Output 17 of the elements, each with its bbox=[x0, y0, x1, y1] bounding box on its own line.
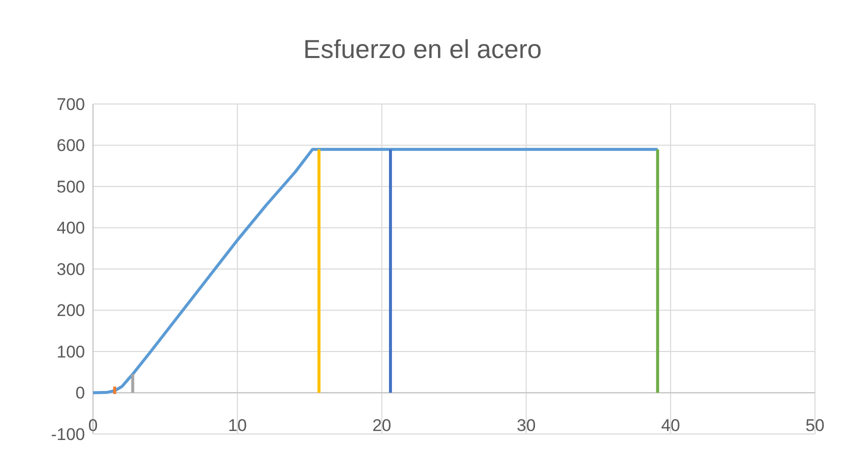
x-tick-label: 10 bbox=[228, 416, 247, 435]
y-tick-label: 100 bbox=[56, 342, 85, 362]
y-tick-label: 700 bbox=[56, 94, 85, 114]
x-tick-label: 50 bbox=[806, 416, 824, 435]
y-tick-label: 400 bbox=[56, 218, 85, 238]
x-tick-label: 0 bbox=[88, 416, 98, 435]
y-tick-label: -100 bbox=[50, 424, 85, 444]
y-tick-label: 600 bbox=[56, 136, 85, 156]
y-tick-label: 300 bbox=[56, 260, 85, 279]
x-tick-label: 30 bbox=[516, 416, 536, 435]
y-tick-label: 0 bbox=[76, 384, 85, 403]
y-tick-label: 500 bbox=[56, 177, 85, 196]
line-series bbox=[92, 148, 660, 394]
x-tick-label: 20 bbox=[372, 416, 392, 435]
chart-title: Esfuerzo en el acero bbox=[303, 34, 542, 64]
x-tick-label: 40 bbox=[661, 416, 680, 435]
y-tick-label: 200 bbox=[56, 301, 85, 320]
